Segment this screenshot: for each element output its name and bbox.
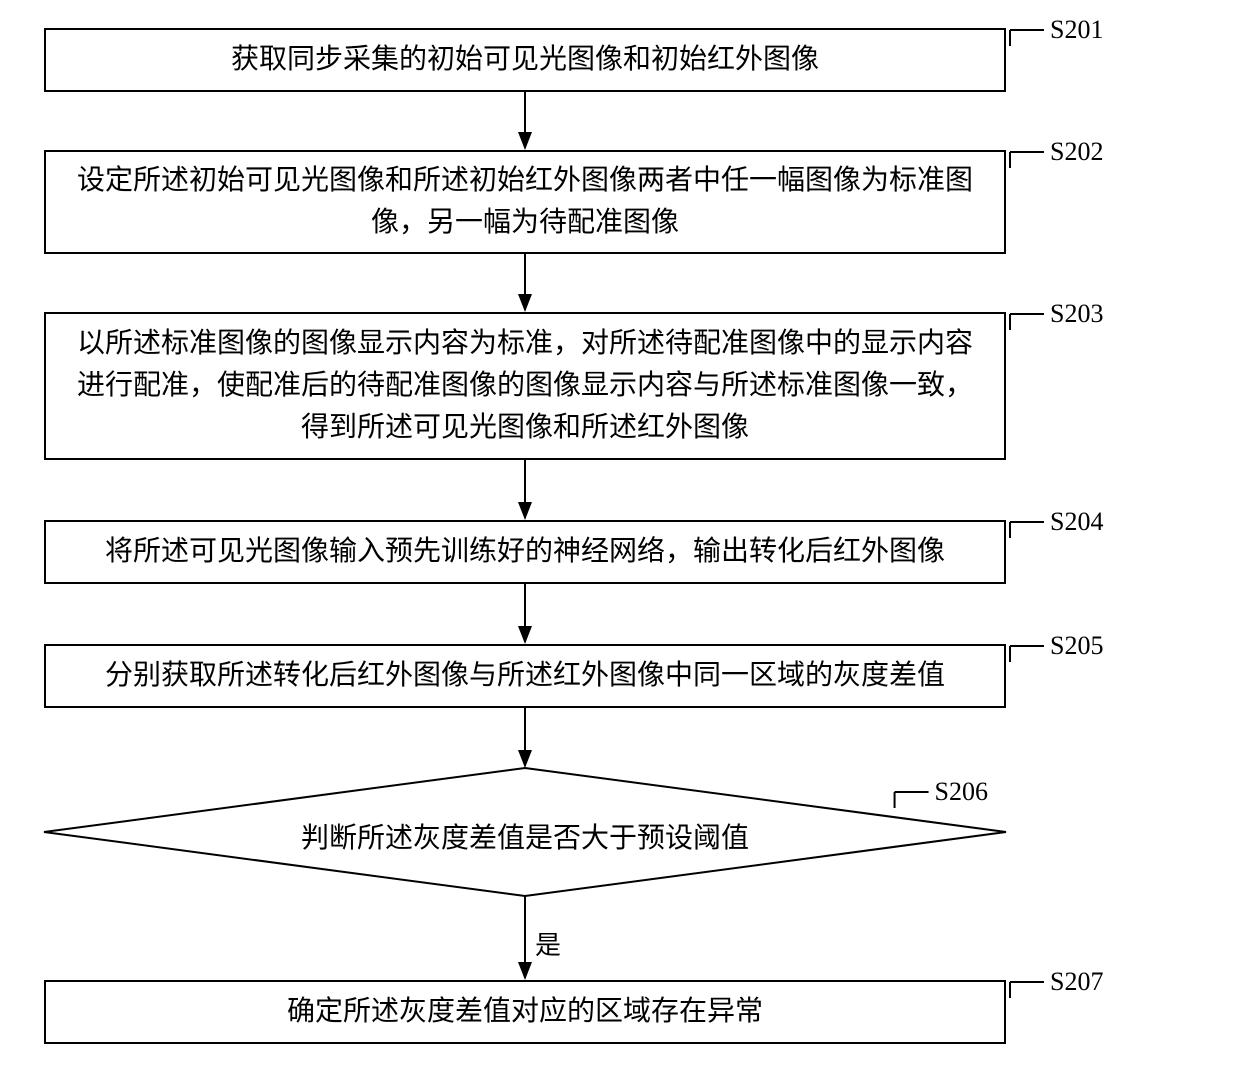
step-text: 获取同步采集的初始可见光图像和初始红外图像: [231, 39, 819, 81]
step-box-S207: 确定所述灰度差值对应的区域存在异常: [44, 980, 1006, 1044]
step-label-S205: S205: [1050, 631, 1103, 661]
step-label-S206: S206: [935, 777, 988, 807]
step-box-S205: 分别获取所述转化后红外图像与所述红外图像中同一区域的灰度差值: [44, 644, 1006, 708]
step-text: 以所述标准图像的图像显示内容为标准，对所述待配准图像中的显示内容进行配准，使配准…: [66, 323, 984, 449]
step-box-S204: 将所述可见光图像输入预先训练好的神经网络，输出转化后红外图像: [44, 520, 1006, 584]
connector-label-yes: 是: [535, 925, 561, 962]
step-text: 确定所述灰度差值对应的区域存在异常: [287, 991, 763, 1033]
step-label-S207: S207: [1050, 967, 1103, 997]
step-label-S204: S204: [1050, 507, 1103, 537]
step-text: 将所述可见光图像输入预先训练好的神经网络，输出转化后红外图像: [105, 531, 945, 573]
step-label-S201: S201: [1050, 15, 1103, 45]
step-box-S203: 以所述标准图像的图像显示内容为标准，对所述待配准图像中的显示内容进行配准，使配准…: [44, 312, 1006, 460]
step-box-S201: 获取同步采集的初始可见光图像和初始红外图像: [44, 28, 1006, 92]
step-text: 设定所述初始可见光图像和所述初始红外图像两者中任一幅图像为标准图像，另一幅为待配…: [66, 160, 984, 244]
diamond-S206: 判断所述灰度差值是否大于预设阈值: [44, 816, 1006, 856]
step-box-S202: 设定所述初始可见光图像和所述初始红外图像两者中任一幅图像为标准图像，另一幅为待配…: [44, 150, 1006, 254]
step-label-S202: S202: [1050, 137, 1103, 167]
step-text: 分别获取所述转化后红外图像与所述红外图像中同一区域的灰度差值: [105, 655, 945, 697]
step-label-S203: S203: [1050, 299, 1103, 329]
flowchart-canvas: 获取同步采集的初始可见光图像和初始红外图像 S201 设定所述初始可见光图像和所述初…: [0, 0, 1240, 1088]
